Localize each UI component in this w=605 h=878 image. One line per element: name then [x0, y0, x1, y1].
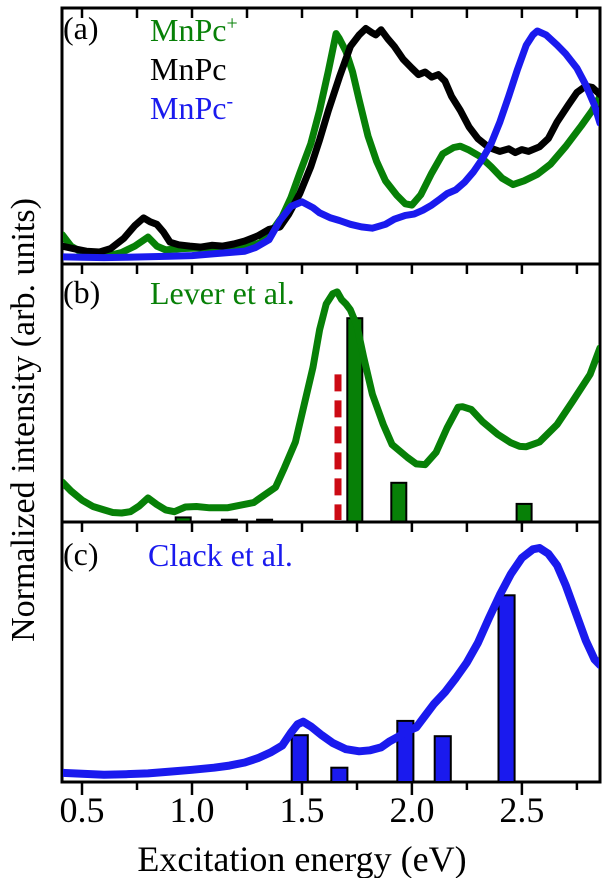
series-clack-et-al-curve: [63, 544, 599, 779]
series-mnpc-curve: [63, 27, 599, 262]
legend-mnpc-plus-sup: +: [226, 12, 238, 35]
series-lever-et-al-curve: [63, 288, 599, 517]
spectrum-bar: [330, 766, 349, 781]
legend-mnpc-minus-sup: -: [226, 90, 234, 113]
legend-mnpc-minus-text: MnPc: [150, 90, 227, 126]
spectrum-bar: [433, 735, 452, 781]
legend-lever: Lever et al.: [150, 275, 295, 311]
panel-c-border: [60, 520, 602, 784]
spectrum-bar: [497, 594, 516, 781]
legend-mnpc-neutral-text: MnPc: [150, 51, 227, 87]
spectrum-bar: [290, 734, 309, 781]
legend-mnpc-plus: MnPc+: [150, 12, 238, 48]
x-axis-label: Excitation energy (eV): [137, 839, 467, 878]
x-tick-label: 1.5: [279, 790, 325, 830]
x-tick-label: 2.0: [389, 790, 435, 830]
x-tick-label: 0.5: [59, 790, 105, 830]
spectrum-bar: [174, 516, 192, 521]
legend-mnpc-neutral: MnPc: [150, 53, 226, 85]
legend-mnpc-minus: MnPc-: [150, 90, 234, 126]
panel-b-label: (b): [63, 274, 101, 310]
panel-c-label: (c): [63, 536, 99, 572]
series-mnpc-curve: [63, 30, 599, 260]
x-tick-label: 2.5: [499, 790, 545, 830]
x-tick-label: 1.0: [169, 790, 215, 830]
series-mnpccurve: [63, 25, 599, 256]
spectrum-bar: [515, 502, 533, 521]
legend-clack: Clack et al.: [148, 537, 293, 573]
legend-mnpc-plus-text: MnPc: [150, 12, 227, 48]
spectrum-bar: [390, 481, 408, 521]
